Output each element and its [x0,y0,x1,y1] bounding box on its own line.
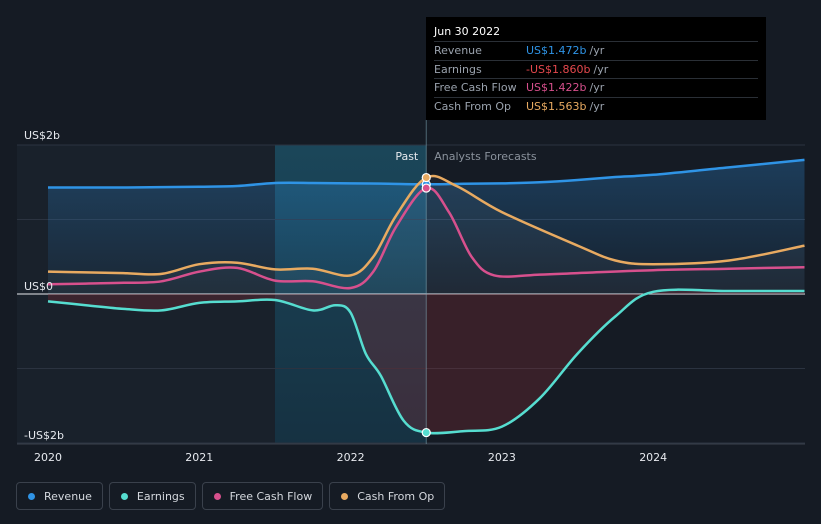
legend-label: Earnings [136,489,185,503]
legend-item-revenue[interactable]: Revenue [16,482,103,510]
x-tick-label: 2021 [185,451,213,464]
chart-legend: Revenue Earnings Free Cash Flow Cash Fro… [16,482,446,510]
x-tick-label: 2020 [34,451,62,464]
data-point-cash-from-op [421,172,431,183]
legend-dot-icon [341,492,349,500]
chart-tooltip: Jun 30 2022 Revenue US$1.472b /yr Earnin… [426,17,766,120]
legend-item-cash-from-op[interactable]: Cash From Op [329,482,446,510]
tooltip-date: Jun 30 2022 [434,25,501,38]
tooltip-unit: /yr [589,81,605,94]
tooltip-value: -US$1.860b [526,62,591,76]
x-tick-label: 2023 [488,451,516,464]
tooltip-unit: /yr [593,62,609,76]
tooltip-value: US$1.422b [526,81,587,94]
series-line-earnings [47,288,805,435]
data-point-free-cash-flow [421,183,431,193]
y-tick-label: US$2b [24,129,60,142]
series-line-free-cash-flow [47,186,805,290]
x-tick-label: 2024 [639,451,667,464]
x-tick-label: 2022 [337,451,365,464]
legend-item-earnings[interactable]: Earnings [108,482,196,510]
legend-dot-icon [213,492,221,500]
past-label: Past [395,150,419,163]
tooltip-unit: /yr [589,44,605,57]
legend-dot-icon [28,492,35,500]
tooltip-label: Free Cash Flow [434,81,517,94]
legend-label: Revenue [44,489,92,503]
legend-label: Free Cash Flow [229,489,313,503]
tooltip-row-earnings: Earnings -US$1.860b /yr [434,59,758,79]
tooltip-value: US$1.472b [526,44,587,57]
legend-label: Cash From Op [357,489,435,503]
tooltip-label: Earnings [434,62,482,76]
series-line-revenue [48,158,805,189]
legend-item-free-cash-flow[interactable]: Free Cash Flow [201,482,324,510]
series-line-cash-from-op [47,174,805,277]
tooltip-label: Revenue [434,44,482,57]
legend-dot-icon [120,492,128,500]
tooltip-row-revenue: Revenue US$1.472b /yr [434,41,758,60]
data-point-earnings [421,427,431,438]
y-tick-label: -US$2b [24,429,64,442]
tooltip-row-cash-from-op: Cash From Op US$1.563b /yr [434,96,758,116]
forecast-label: Analysts Forecasts [434,150,537,163]
tooltip-value: US$1.563b [526,99,587,113]
y-tick-label: US$0 [24,280,53,293]
tooltip-row-free-cash-flow: Free Cash Flow US$1.422b /yr [434,78,758,97]
tooltip-label: Cash From Op [434,99,512,113]
tooltip-unit: /yr [589,99,605,113]
